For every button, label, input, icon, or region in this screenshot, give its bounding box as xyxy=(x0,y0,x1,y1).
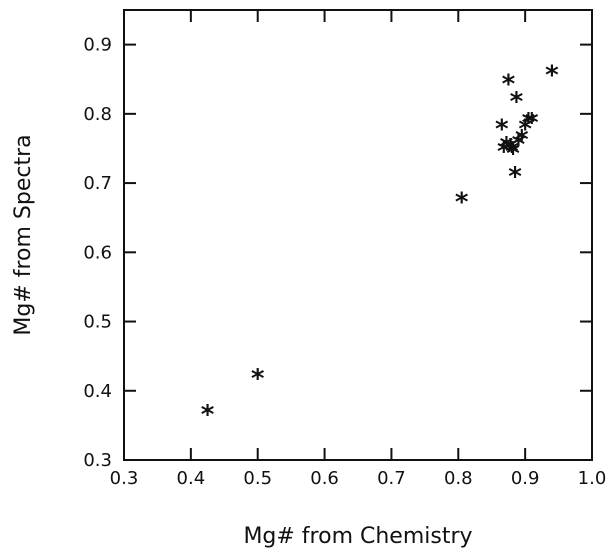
y-tick-label: 0.3 xyxy=(83,450,112,471)
x-tick-label: 0.7 xyxy=(377,468,406,489)
x-axis-title: Mg# from Chemistry xyxy=(243,524,472,549)
data-point: * xyxy=(500,132,514,162)
x-tick-label: 0.9 xyxy=(511,468,540,489)
x-tick-label: 0.8 xyxy=(444,468,473,489)
data-point: * xyxy=(504,134,518,164)
y-tick-label: 0.4 xyxy=(83,381,112,402)
x-tick-label: 0.4 xyxy=(177,468,206,489)
x-tick-label: 1.0 xyxy=(578,468,607,489)
y-tick-label: 0.8 xyxy=(83,104,112,125)
y-tick-label: 0.5 xyxy=(83,312,112,333)
data-point: * xyxy=(505,137,519,167)
y-tick-label: 0.9 xyxy=(83,35,112,56)
data-point: * xyxy=(508,162,522,192)
data-point: * xyxy=(515,125,529,155)
plot-frame xyxy=(123,9,593,461)
data-points: ****************** xyxy=(201,61,559,430)
data-point: * xyxy=(495,115,509,145)
data-point: * xyxy=(522,108,536,138)
x-tick-label: 0.3 xyxy=(110,468,139,489)
y-axis-title: Mg# from Spectra xyxy=(11,134,36,335)
data-point: * xyxy=(510,87,524,117)
data-point: * xyxy=(251,364,265,394)
data-point: * xyxy=(502,70,516,100)
x-tick-label: 0.6 xyxy=(310,468,339,489)
y-tick-label: 0.6 xyxy=(83,242,112,263)
axis-ticks xyxy=(123,10,593,461)
data-point: * xyxy=(497,137,511,167)
data-point: * xyxy=(506,139,520,169)
data-point: * xyxy=(512,130,526,160)
y-tick-label: 0.7 xyxy=(83,173,112,194)
data-point: * xyxy=(525,108,539,138)
data-point: * xyxy=(201,400,215,430)
x-tick-label: 0.5 xyxy=(243,468,272,489)
data-point: * xyxy=(455,187,469,217)
axis-tick-labels: 0.3 0.4 0.5 0.6 0.7 0.8 0.9 1.0 0.3 0.4 0.5 0.6 0.7 0… xyxy=(83,35,606,489)
data-point: * xyxy=(518,115,532,145)
data-point: * xyxy=(545,61,559,91)
